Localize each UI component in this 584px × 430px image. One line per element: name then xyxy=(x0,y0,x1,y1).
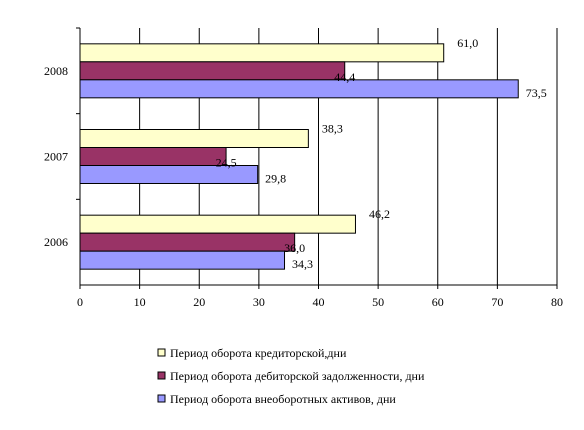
x-tick-label: 60 xyxy=(432,295,444,309)
bar-2007-series-1 xyxy=(79,129,309,148)
x-tick-label: 80 xyxy=(551,295,563,309)
x-tick-label: 50 xyxy=(372,295,384,309)
bars-layer xyxy=(79,43,519,270)
data-label: 29,8 xyxy=(265,172,286,186)
data-label: 44,4 xyxy=(334,70,355,84)
data-label: 46,2 xyxy=(369,207,390,221)
bar-2008-series-1 xyxy=(79,43,445,63)
bar-2006-series-1 xyxy=(79,214,356,234)
legend-swatch xyxy=(157,348,166,357)
bar-2006-series-3 xyxy=(79,250,286,270)
legend: Период оборота кредиторской,дни Период об… xyxy=(157,346,425,406)
data-label: 61,0 xyxy=(457,36,478,50)
bar-2008-series-2 xyxy=(79,61,346,81)
data-label: 38,3 xyxy=(322,122,343,136)
y-tick-label: 2007 xyxy=(44,150,68,164)
x-tick-label: 0 xyxy=(77,295,83,309)
bar-2007-series-2 xyxy=(79,147,227,166)
y-tick-label: 2006 xyxy=(44,235,68,249)
legend-swatch xyxy=(157,394,166,403)
legend-label: Период оборота кредиторской,дни xyxy=(170,346,347,360)
data-label: 34,3 xyxy=(292,257,313,271)
legend-label: Период оборота внеоборотных активов, дни xyxy=(170,392,396,406)
data-label: 73,5 xyxy=(526,86,547,100)
data-label: 24,5 xyxy=(216,156,237,170)
labels-layer: 46,2 36,0 34,3 38,3 24,5 29,8 61,0 44,4 73,5 xyxy=(216,36,547,271)
x-tick-label: 10 xyxy=(134,295,146,309)
data-label: 36,0 xyxy=(284,241,305,255)
axis-layer: 0 10 20 30 40 50 60 70 80 2006 2007 2008 xyxy=(44,27,563,309)
legend-label: Период оборота дебиторской задолженности… xyxy=(170,369,425,383)
x-tick-label: 70 xyxy=(491,295,503,309)
y-tick-label: 2008 xyxy=(44,64,68,78)
x-tick-label: 20 xyxy=(193,295,205,309)
bar-2008-series-3 xyxy=(79,79,519,99)
bar-2006-series-2 xyxy=(79,232,296,252)
x-tick-label: 40 xyxy=(313,295,325,309)
x-tick-label: 30 xyxy=(253,295,265,309)
legend-swatch xyxy=(157,371,166,380)
